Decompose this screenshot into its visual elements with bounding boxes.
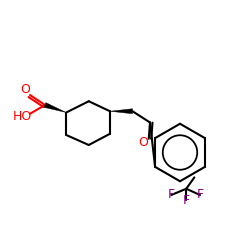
Text: O: O [20, 83, 30, 96]
Text: F: F [196, 188, 203, 202]
Text: F: F [183, 194, 190, 206]
Polygon shape [110, 109, 132, 114]
Polygon shape [44, 103, 66, 113]
Text: F: F [168, 188, 175, 202]
Text: HO: HO [12, 110, 32, 123]
Text: O: O [138, 136, 148, 149]
